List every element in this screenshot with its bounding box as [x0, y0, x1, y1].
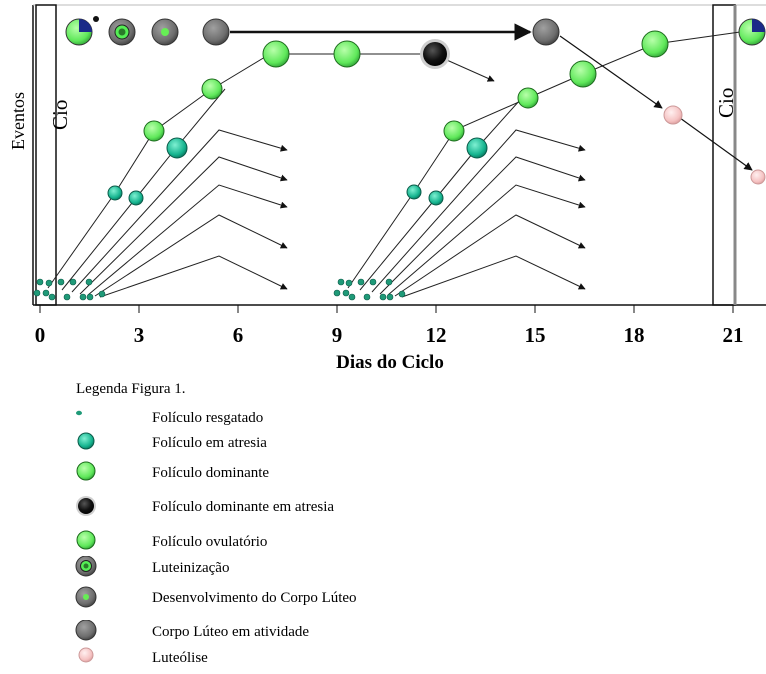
- estrus-label-right: Cio: [714, 88, 738, 118]
- top-row-structures: [65, 16, 766, 46]
- luteolysis-markers: [663, 105, 766, 185]
- corpus-luteum-lines: [230, 23, 753, 171]
- legend-item: Desenvolvimento do Corpo Lúteo: [0, 586, 766, 614]
- legend-item: Luteinização: [0, 556, 766, 584]
- legend: Legenda Figura 1. Folículo resgatado Fol…: [0, 378, 766, 666]
- legend-item: Folículo dominante em atresia: [0, 495, 766, 523]
- green-circle-icon: [76, 461, 96, 481]
- follicular-waves-diagram: Cio Cio Eventos 0 3 6 9 12 15 18 21 Dias…: [8, 4, 766, 373]
- legend-item: Folículo ovulatório: [0, 530, 766, 558]
- estrus-label-left: Cio: [48, 100, 72, 130]
- legend-label: Folículo dominante: [152, 465, 270, 481]
- dominant-atresia-follicle: [420, 39, 450, 69]
- tick-label: 9: [332, 323, 343, 347]
- tick-label: 3: [134, 323, 145, 347]
- x-axis-ticks: [39, 305, 734, 313]
- estrus-box-left: [35, 4, 57, 306]
- gray-circle-green-center-icon: [75, 586, 97, 608]
- wave-1-lines: [47, 53, 495, 298]
- legend-label: Folículo dominante em atresia: [152, 499, 335, 515]
- legend-item: Folículo resgatado: [0, 406, 766, 434]
- legend-item: Folículo dominante: [0, 461, 766, 489]
- legend-label: Desenvolvimento do Corpo Lúteo: [152, 590, 357, 606]
- rescued-follicles: [33, 278, 406, 301]
- wave-2-lines: [347, 31, 741, 298]
- dominant-follicles: [143, 30, 669, 142]
- y-axis-label: Eventos: [8, 92, 28, 150]
- tick-label: 0: [35, 323, 46, 347]
- legend-item: Corpo Lúteo em atividade: [0, 620, 766, 648]
- green-circle-icon: [76, 530, 96, 550]
- legend-item: Folículo em atresia: [0, 431, 766, 459]
- legend-label: Folículo resgatado: [152, 410, 264, 426]
- teal-circle-icon: [77, 432, 95, 450]
- atresia-follicles: [107, 137, 488, 206]
- tick-label: 15: [525, 323, 546, 347]
- pink-circle-icon: [78, 647, 94, 663]
- tick-label: 12: [426, 323, 447, 347]
- tick-label: 18: [624, 323, 645, 347]
- tick-label: 21: [723, 323, 744, 347]
- gray-circle-icon: [75, 620, 97, 641]
- tiny-green-dot-icon: [76, 410, 82, 416]
- legend-label: Folículo ovulatório: [152, 534, 268, 550]
- x-axis-tick-labels: 0 3 6 9 12 15 18 21: [35, 323, 744, 347]
- legend-label: Luteinização: [152, 560, 230, 576]
- black-circle-icon: [76, 496, 96, 516]
- legend-item: Luteólise: [0, 646, 766, 674]
- gray-ring-icon: [75, 556, 97, 577]
- plot-frame: [32, 4, 766, 306]
- legend-title: Legenda Figura 1.: [76, 381, 186, 397]
- x-axis-label: Dias do Ciclo: [336, 352, 444, 373]
- legend-label: Folículo em atresia: [152, 435, 267, 451]
- legend-label: Corpo Lúteo em atividade: [152, 624, 310, 640]
- legend-label: Luteólise: [152, 650, 208, 666]
- tick-label: 6: [233, 323, 244, 347]
